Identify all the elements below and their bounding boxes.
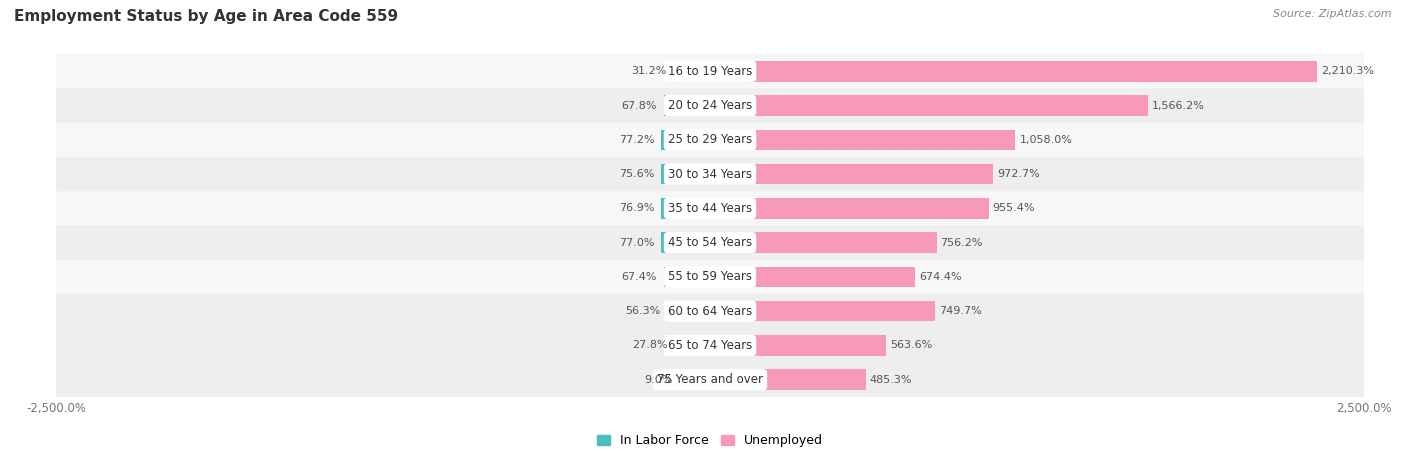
- FancyBboxPatch shape: [56, 0, 1364, 157]
- Text: 77.2%: 77.2%: [619, 135, 655, 145]
- Bar: [666, 301, 682, 322]
- Text: 756.2%: 756.2%: [941, 238, 983, 248]
- Bar: [738, 164, 993, 184]
- FancyBboxPatch shape: [56, 20, 1364, 191]
- Text: 749.7%: 749.7%: [939, 306, 981, 316]
- Bar: [738, 335, 886, 356]
- Bar: [738, 369, 866, 390]
- Text: 20 to 24 Years: 20 to 24 Years: [668, 99, 752, 112]
- Text: 1,058.0%: 1,058.0%: [1019, 135, 1073, 145]
- FancyBboxPatch shape: [56, 191, 1364, 363]
- FancyBboxPatch shape: [56, 260, 1364, 431]
- Text: Employment Status by Age in Area Code 559: Employment Status by Age in Area Code 55…: [14, 9, 398, 24]
- Text: 60 to 64 Years: 60 to 64 Years: [668, 305, 752, 318]
- Bar: [661, 164, 682, 184]
- Text: 16 to 19 Years: 16 to 19 Years: [668, 65, 752, 78]
- Text: Source: ZipAtlas.com: Source: ZipAtlas.com: [1274, 9, 1392, 19]
- Bar: [738, 129, 1015, 150]
- Text: 1,566.2%: 1,566.2%: [1153, 101, 1205, 110]
- Text: 9.0%: 9.0%: [644, 375, 672, 385]
- FancyBboxPatch shape: [56, 226, 1364, 397]
- Bar: [679, 369, 682, 390]
- Bar: [738, 61, 1317, 82]
- Text: 30 to 34 Years: 30 to 34 Years: [668, 168, 752, 180]
- Text: 972.7%: 972.7%: [997, 169, 1040, 179]
- Text: 2,210.3%: 2,210.3%: [1320, 66, 1374, 76]
- Text: 56.3%: 56.3%: [624, 306, 659, 316]
- Bar: [738, 95, 1149, 116]
- Text: 31.2%: 31.2%: [631, 66, 666, 76]
- Text: 75 Years and over: 75 Years and over: [657, 373, 763, 386]
- Bar: [664, 267, 682, 287]
- Bar: [673, 335, 682, 356]
- Legend: In Labor Force, Unemployed: In Labor Force, Unemployed: [592, 429, 828, 451]
- Bar: [738, 301, 935, 322]
- Text: 35 to 44 Years: 35 to 44 Years: [668, 202, 752, 215]
- Bar: [738, 232, 936, 253]
- Text: 55 to 59 Years: 55 to 59 Years: [668, 271, 752, 283]
- FancyBboxPatch shape: [56, 54, 1364, 226]
- FancyBboxPatch shape: [56, 294, 1364, 451]
- Text: 65 to 74 Years: 65 to 74 Years: [668, 339, 752, 352]
- Bar: [661, 232, 682, 253]
- Bar: [738, 267, 915, 287]
- Text: 76.9%: 76.9%: [619, 203, 655, 213]
- Bar: [661, 129, 682, 150]
- Text: 563.6%: 563.6%: [890, 341, 932, 350]
- Bar: [664, 95, 682, 116]
- Text: 75.6%: 75.6%: [620, 169, 655, 179]
- Text: 27.8%: 27.8%: [631, 341, 668, 350]
- FancyBboxPatch shape: [56, 123, 1364, 294]
- Text: 77.0%: 77.0%: [619, 238, 655, 248]
- Text: 955.4%: 955.4%: [993, 203, 1035, 213]
- Text: 67.8%: 67.8%: [621, 101, 657, 110]
- FancyBboxPatch shape: [56, 88, 1364, 260]
- Text: 67.4%: 67.4%: [621, 272, 657, 282]
- Text: 45 to 54 Years: 45 to 54 Years: [668, 236, 752, 249]
- Text: 674.4%: 674.4%: [920, 272, 962, 282]
- FancyBboxPatch shape: [56, 157, 1364, 328]
- Bar: [673, 61, 682, 82]
- Text: 485.3%: 485.3%: [870, 375, 912, 385]
- Text: 25 to 29 Years: 25 to 29 Years: [668, 133, 752, 146]
- Bar: [661, 198, 682, 219]
- Bar: [738, 198, 988, 219]
